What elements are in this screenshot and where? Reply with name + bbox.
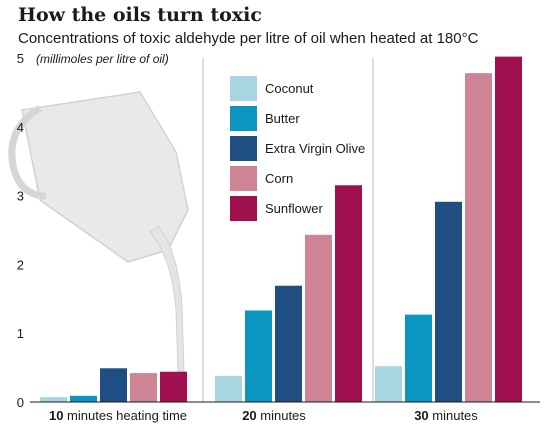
y-axis: (millimoles per litre of oil) 0 1 2 3 4 5	[17, 51, 169, 410]
legend-label: Coconut	[265, 81, 314, 96]
bars	[40, 56, 522, 403]
x-category-label: 30 minutes	[414, 408, 478, 423]
bar-corn	[305, 234, 332, 402]
y-tick-label: 5	[17, 51, 24, 66]
bar-corn	[465, 73, 492, 403]
y-tick-label: 1	[17, 326, 24, 341]
pouring-oil-jug-illustration	[8, 91, 189, 373]
legend: Coconut Butter Extra Virgin Olive Corn Sunfl…	[230, 76, 365, 221]
x-category-label: 20 minutes	[242, 408, 306, 423]
legend-label: Extra Virgin Olive	[265, 141, 365, 156]
y-tick-label: 2	[17, 257, 24, 272]
bar-sunflower	[495, 56, 522, 403]
legend-label: Corn	[265, 171, 293, 186]
jug-body-shape	[21, 91, 189, 263]
bar-extra-virgin-olive	[100, 368, 127, 402]
bar-butter	[70, 395, 97, 402]
legend-label: Sunflower	[265, 201, 323, 216]
legend-swatch	[230, 136, 257, 161]
legend-swatch	[230, 106, 257, 131]
y-axis-unit-label: (millimoles per litre of oil)	[36, 52, 169, 66]
bar-coconut	[215, 375, 242, 402]
chart-subtitle: Concentrations of toxic aldehyde per lit…	[18, 30, 479, 47]
bar-butter	[405, 314, 432, 402]
y-tick-label: 4	[17, 120, 24, 135]
legend-label: Butter	[265, 111, 300, 126]
bar-extra-virgin-olive	[435, 201, 462, 402]
group-dividers	[202, 58, 374, 402]
bar-sunflower	[335, 185, 362, 402]
x-axis: 10 minutes heating time 20 minutes 30 minu…	[30, 401, 540, 423]
legend-swatch	[230, 166, 257, 191]
y-tick-label: 0	[17, 395, 24, 410]
bar-coconut	[40, 397, 67, 402]
bar-sunflower	[160, 371, 187, 402]
chart-title: How the oils turn toxic	[18, 4, 262, 26]
x-category-label: 10 minutes heating time	[49, 408, 187, 423]
bar-coconut	[375, 366, 402, 402]
legend-swatch	[230, 196, 257, 221]
y-tick-label: 3	[17, 189, 24, 204]
bar-butter	[245, 310, 272, 402]
bar-extra-virgin-olive	[275, 285, 302, 402]
jug-handle-shape	[8, 105, 47, 200]
bar-corn	[130, 373, 157, 402]
legend-swatch	[230, 76, 257, 101]
